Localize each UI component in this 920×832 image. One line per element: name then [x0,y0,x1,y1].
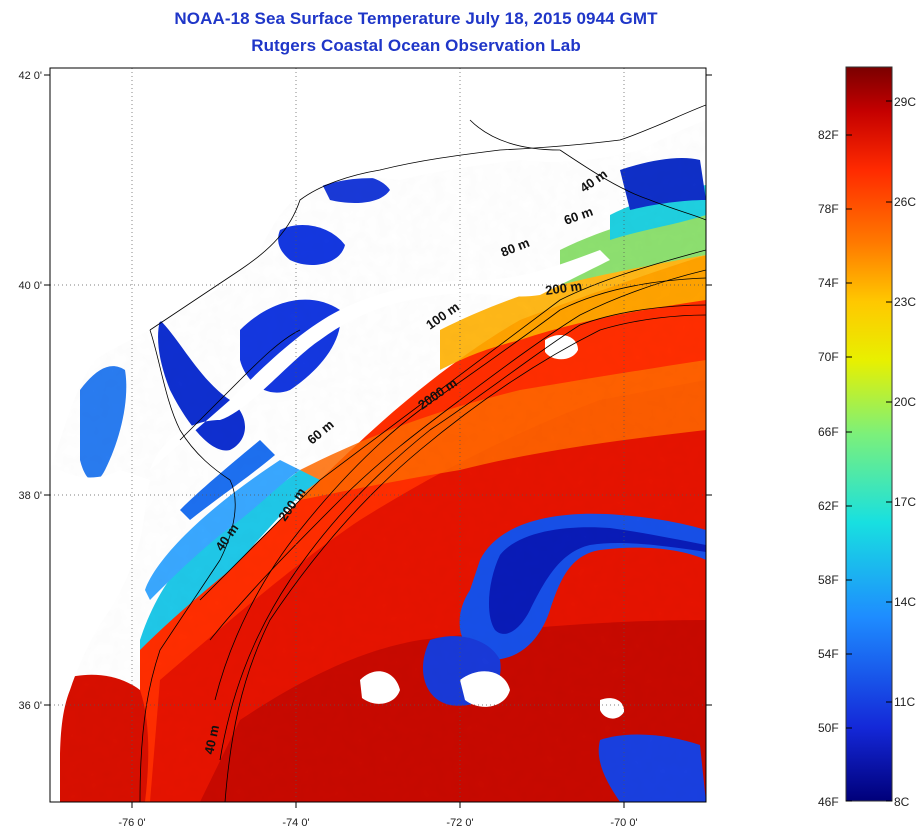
colorbar-c-label: 23C [894,295,916,309]
lon-tick-label: -70 0' [610,817,637,829]
lon-tick-label: -72 0' [446,817,473,829]
colorbar-c-label: 20C [894,395,916,409]
colorbar-c-label: 29C [894,95,916,109]
contour-label: 200 m [544,278,583,298]
map-subtitle: Rutgers Coastal Ocean Observation Lab [251,36,581,55]
colorbar-f-label: 62F [818,499,839,513]
colorbar-c-label: 17C [894,495,916,509]
colorbar-f-label: 66F [818,425,839,439]
lat-tick-label: 38 0' [18,490,42,502]
colorbar-f-label: 70F [818,350,839,364]
colorbar [845,66,893,802]
lon-tick-label: -74 0' [282,817,309,829]
map-title: NOAA-18 Sea Surface Temperature July 18,… [174,9,658,28]
sst-field [50,68,706,802]
colorbar-c-label: 26C [894,195,916,209]
colorbar-f-label: 58F [818,573,839,587]
graticule [50,68,706,802]
lat-tick-label: 42 0' [18,70,42,82]
colorbar-f-label: 78F [818,202,839,216]
colorbar-f-label: 46F [818,795,839,809]
colorbar-c-label: 14C [894,595,916,609]
colorbar-f-label: 74F [818,276,839,290]
lat-tick-label: 40 0' [18,280,42,292]
colorbar-f-label: 50F [818,721,839,735]
lon-tick-label: -76 0' [118,817,145,829]
lat-tick-label: 36 0' [18,700,42,712]
contour-label: 40 m [201,724,222,756]
colorbar-c-label: 11C [894,695,915,709]
colorbar-f-label: 82F [818,128,839,142]
colorbar-c-label: 8C [894,795,910,809]
colorbar-f-label: 54F [818,647,839,661]
